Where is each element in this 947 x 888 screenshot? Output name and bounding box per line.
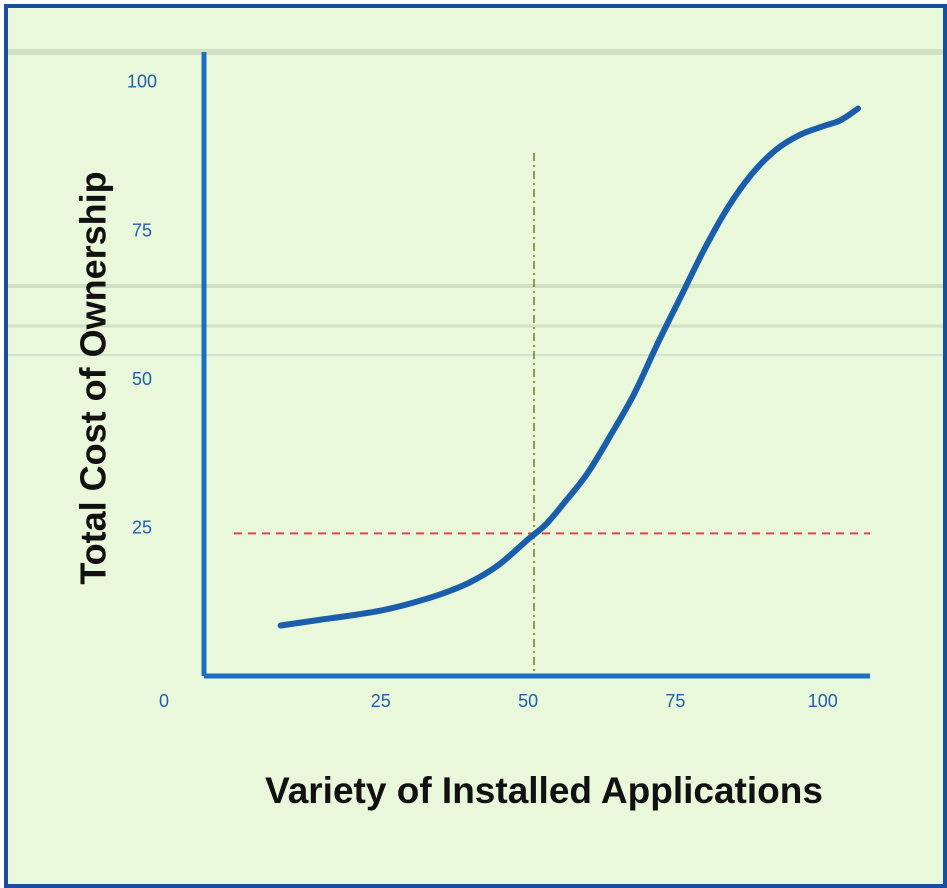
x-tick-label: 25 [371,691,391,711]
y-tick-label: 100 [127,72,157,92]
chart-frame: 25 50 75 100 25 50 75 100 0 Total Cost of Owne… [4,4,947,888]
x-tick-label: 75 [665,691,685,711]
origin-label: 0 [159,691,169,711]
chart-svg: 25 50 75 100 25 50 75 100 0 Total Cost of Owne… [8,49,943,811]
y-tick-label: 50 [132,369,152,389]
y-tick-label: 75 [132,220,152,240]
x-tick-label: 100 [808,691,838,711]
series-line [277,105,862,629]
y-tick-labels: 25 50 75 100 [127,72,157,538]
y-tick-label: 25 [132,517,152,537]
x-tick-labels: 25 50 75 100 [371,691,838,711]
y-axis-title: Total Cost of Ownership [73,171,114,584]
x-axis-title: Variety of Installed Applications [265,770,823,811]
x-tick-label: 50 [518,691,538,711]
